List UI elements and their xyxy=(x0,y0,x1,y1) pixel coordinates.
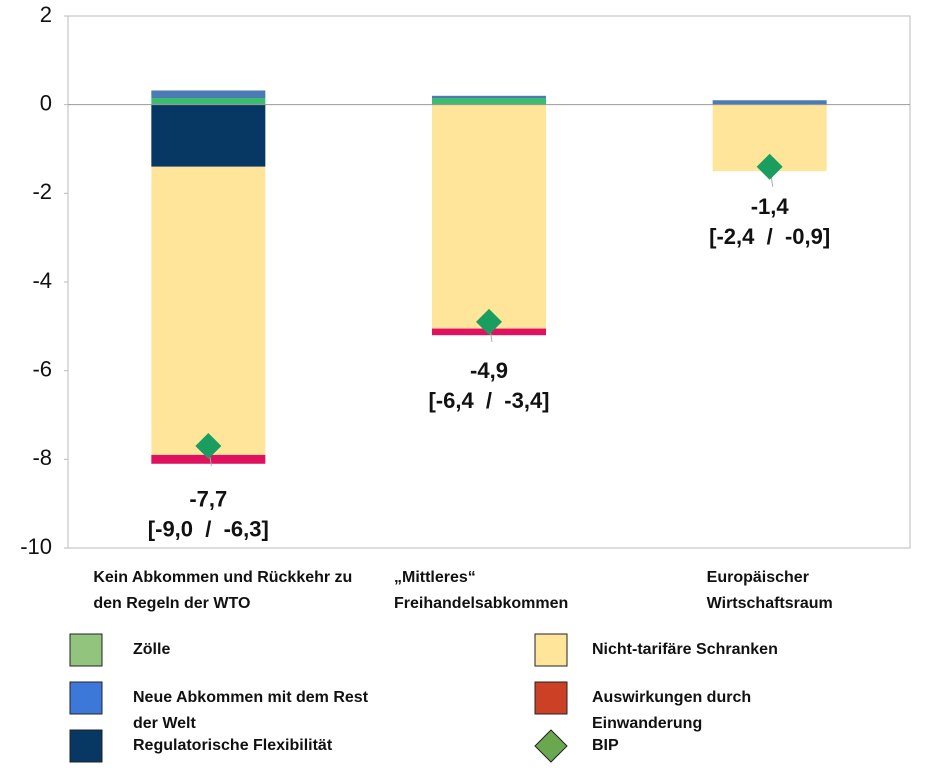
legend-label: Auswirkungen durch Einwanderung xyxy=(592,689,752,732)
bar-segment xyxy=(432,95,546,99)
y-tick-label: 2 xyxy=(40,2,52,27)
value-label: -7,7 xyxy=(189,487,227,512)
legend-label: Regulatorische Flexibilität xyxy=(133,737,333,754)
x-tick-label: Kein Abkommen und Rückkehr zu den Regeln… xyxy=(93,569,353,612)
y-tick-label: -6 xyxy=(32,356,52,381)
bip-marker xyxy=(195,433,222,460)
legend-swatch xyxy=(69,633,103,667)
bar-segment xyxy=(151,90,266,99)
bar-segment xyxy=(712,100,827,105)
y-tick-label: -2 xyxy=(32,179,52,204)
legend-swatch xyxy=(69,729,103,763)
bip-marker xyxy=(476,308,502,335)
bar-segment xyxy=(151,454,266,464)
interval-label: [-9,0 / -6,3] xyxy=(148,517,269,542)
x-tick-label: Europäischer Wirtschaftsraum xyxy=(706,569,833,612)
legend-swatch xyxy=(534,681,568,715)
bip-marker xyxy=(756,153,783,180)
bar-segment xyxy=(432,98,546,105)
y-tick-label: -8 xyxy=(32,445,52,470)
y-tick-label: -4 xyxy=(32,268,52,293)
legend-label: BIP xyxy=(592,737,619,754)
legend-label: Neue Abkommen mit dem Rest der Welt xyxy=(133,689,369,732)
bar-segment xyxy=(151,104,266,167)
bar-segment xyxy=(432,104,546,329)
value-label: -1,4 xyxy=(751,194,790,219)
interval-label: [-2,4 / -0,9] xyxy=(709,224,830,249)
interval-label: [-6,4 / -3,4] xyxy=(428,388,549,413)
y-tick-label: -10 xyxy=(20,534,52,559)
legend-label: Nicht-tarifäre Schranken xyxy=(592,641,778,658)
value-label: -4,9 xyxy=(470,358,508,383)
x-tick-label: „Mittleres“ Freihandelsabkommen xyxy=(394,569,569,612)
legend-swatch xyxy=(534,633,568,667)
legend-label: Zölle xyxy=(133,641,171,658)
bar-segment xyxy=(151,166,266,455)
y-tick-label: 0 xyxy=(40,90,52,115)
bar-segment xyxy=(151,98,266,105)
legend-swatch xyxy=(69,681,103,715)
legend-diamond xyxy=(534,729,568,763)
